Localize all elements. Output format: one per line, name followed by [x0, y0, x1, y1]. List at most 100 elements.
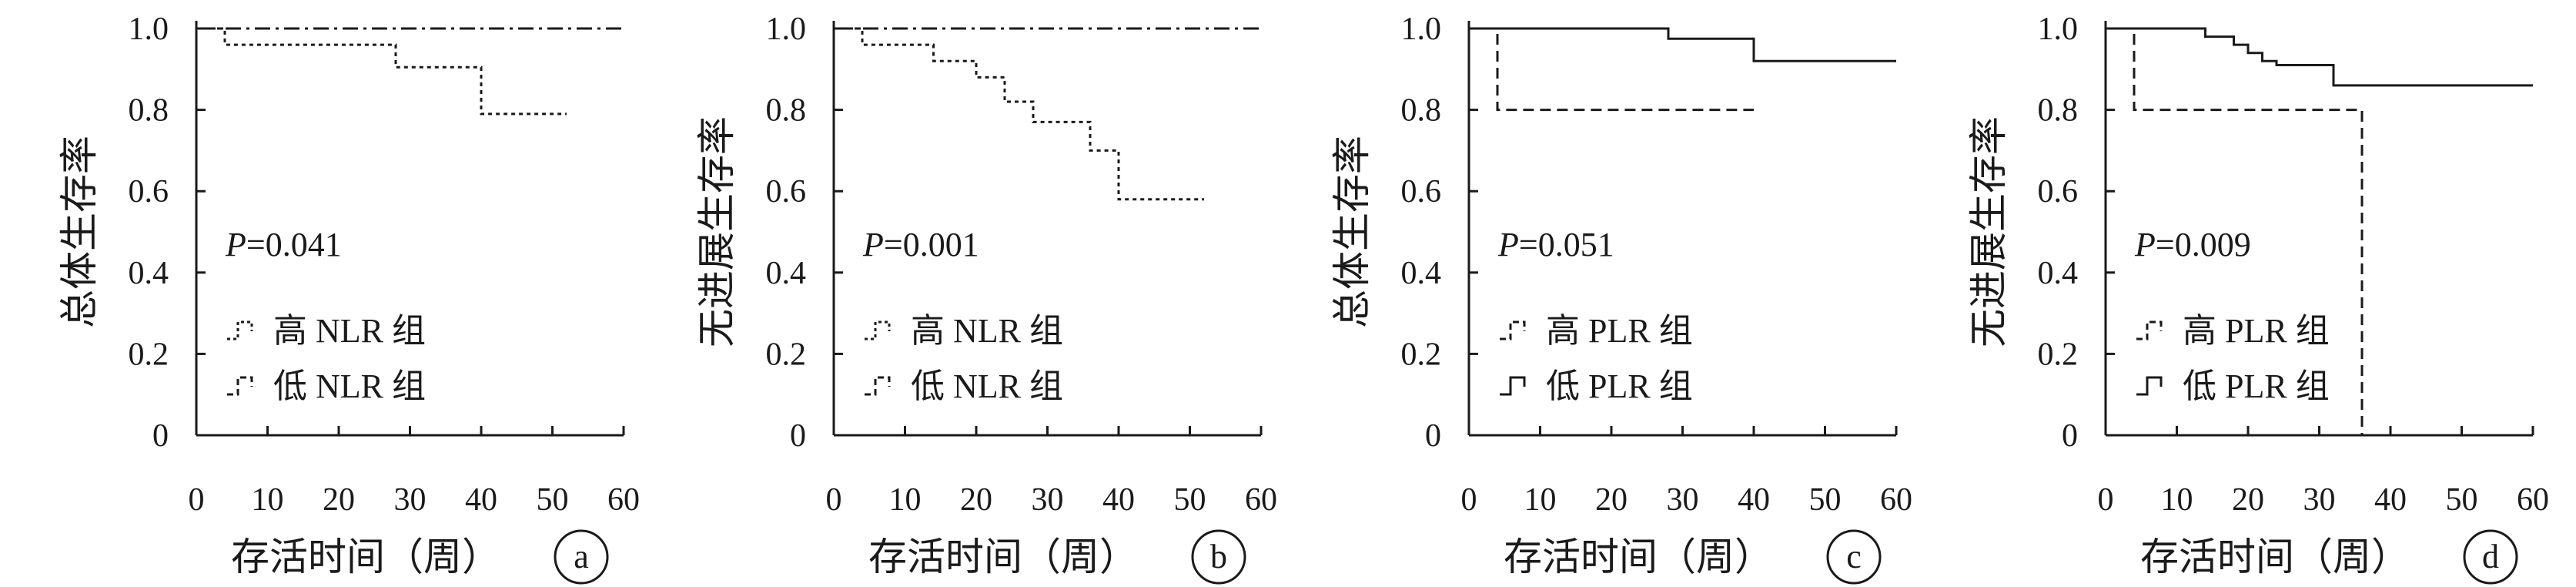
- x-axis-label: 存活时间（周）: [231, 535, 500, 579]
- y-axis-label: 总体生存率: [1330, 136, 1373, 328]
- y-tick-label: 0.6: [2038, 174, 2079, 210]
- x-tick-label: 50: [537, 482, 569, 518]
- p-value: =0.009: [2156, 226, 2251, 263]
- x-tick-label: 60: [607, 482, 640, 518]
- p-value: =0.001: [884, 226, 979, 263]
- panel-label: c: [1846, 538, 1862, 575]
- series-line-high: [1469, 27, 1754, 112]
- x-tick-label: 30: [1032, 482, 1064, 518]
- x-tick-label: 0: [1461, 482, 1477, 518]
- y-tick-label: 0: [2062, 418, 2078, 454]
- x-tick-label: 50: [2446, 482, 2478, 518]
- legend-label: 低 NLR 组: [273, 367, 426, 405]
- x-tick-label: 60: [2517, 482, 2549, 518]
- y-axis-label: 无进展生存率: [1967, 116, 2010, 347]
- x-tick-label: 0: [189, 482, 205, 518]
- panel-label: b: [1210, 538, 1227, 575]
- p-value: =0.041: [246, 226, 342, 263]
- y-tick-label: 0: [152, 418, 169, 454]
- y-tick-label: 0.4: [1401, 256, 1442, 291]
- series-line-low: [2106, 27, 2533, 87]
- x-tick-label: 30: [394, 482, 427, 518]
- p-value-annotation: P=0.051: [1497, 226, 1614, 263]
- legend-symbol: [865, 320, 891, 340]
- panel-label: d: [2482, 538, 2499, 575]
- y-tick-label: 0.8: [766, 93, 807, 129]
- p-symbol: P: [1497, 226, 1519, 263]
- y-axis-label: 无进展生存率: [695, 116, 738, 347]
- legend-symbol: [2136, 320, 2163, 340]
- y-tick-label: 1.0: [2038, 12, 2079, 47]
- x-tick-label: 60: [1880, 482, 1912, 518]
- x-tick-label: 10: [252, 482, 284, 518]
- legend-label: 低 PLR 组: [1546, 367, 1693, 405]
- p-symbol: P: [862, 226, 884, 263]
- x-tick-label: 40: [465, 482, 497, 518]
- p-value-annotation: P=0.009: [2134, 226, 2251, 263]
- x-tick-label: 10: [2161, 482, 2193, 518]
- x-tick-label: 50: [1809, 482, 1842, 518]
- y-tick-label: 0.4: [129, 256, 169, 291]
- p-value: =0.051: [1519, 226, 1614, 263]
- x-tick-label: 30: [2303, 482, 2336, 518]
- panel-label-badge: [1826, 529, 1882, 585]
- panel-label-badge: [1191, 529, 1246, 585]
- x-tick-label: 20: [323, 482, 355, 518]
- legend-label: 高 PLR 组: [1546, 312, 1693, 350]
- y-tick-label: 0.8: [2038, 93, 2079, 129]
- y-tick-label: 0: [790, 418, 806, 454]
- chart-panel-b: 0 0.2 0.4 0.6 0.8 1.0 0 10 20 30 40 50 60 无进展生存率存活时间（…: [695, 12, 1277, 585]
- x-tick-label: 10: [889, 482, 922, 518]
- x-tick-label: 40: [1738, 482, 1770, 518]
- y-tick-label: 0.6: [766, 174, 807, 210]
- x-tick-label: 20: [2232, 482, 2264, 518]
- panel-label: a: [574, 538, 589, 575]
- y-tick-label: 1.0: [129, 12, 169, 47]
- legend-label: 低 PLR 组: [2183, 367, 2330, 405]
- legend-label: 低 NLR 组: [911, 367, 1063, 405]
- chart-panel-d: 0 0.2 0.4 0.6 0.8 1.0 0 10 20 30 40 50 60 无进展生存率存活时间（…: [1967, 12, 2549, 585]
- y-tick-label: 0.6: [129, 174, 169, 210]
- legend-symbol: [2136, 376, 2163, 396]
- x-tick-label: 40: [2374, 482, 2407, 518]
- x-tick-label: 20: [1595, 482, 1628, 518]
- legend-label: 高 NLR 组: [273, 312, 426, 350]
- x-tick-label: 40: [1102, 482, 1135, 518]
- y-tick-label: 0.2: [766, 337, 807, 372]
- y-tick-label: 0.8: [1401, 93, 1442, 129]
- y-tick-label: 0.8: [129, 93, 169, 129]
- x-tick-label: 10: [1524, 482, 1557, 518]
- x-tick-label: 20: [960, 482, 992, 518]
- legend-symbol: [227, 376, 253, 396]
- y-axis-label: 总体生存率: [58, 136, 101, 328]
- x-tick-label: 0: [2098, 482, 2114, 518]
- x-axis-label: 存活时间（周）: [868, 535, 1138, 579]
- p-value-annotation: P=0.041: [225, 226, 342, 263]
- x-tick-label: 50: [1174, 482, 1206, 518]
- y-tick-label: 0.2: [1401, 337, 1442, 372]
- y-tick-label: 0.4: [2038, 256, 2079, 291]
- x-tick-label: 60: [1245, 482, 1277, 518]
- series-line-high: [834, 27, 1204, 201]
- y-tick-label: 1.0: [1401, 12, 1442, 47]
- x-axis-label: 存活时间（周）: [1504, 535, 1773, 579]
- legend-symbol: [1500, 376, 1526, 396]
- p-value-annotation: P=0.001: [862, 226, 979, 263]
- legend-symbol: [227, 320, 253, 340]
- legend-symbol: [865, 376, 891, 396]
- y-tick-label: 0.2: [129, 337, 169, 372]
- x-tick-label: 0: [826, 482, 842, 518]
- p-symbol: P: [225, 226, 246, 263]
- legend-symbol: [1500, 320, 1526, 340]
- y-tick-label: 0.6: [1401, 174, 1442, 210]
- legend-label: 高 PLR 组: [2183, 312, 2330, 350]
- chart-panel-c: 0 0.2 0.4 0.6 0.8 1.0 0 10 20 30 40 50 60 总体生存率存活时间（周…: [1330, 12, 1912, 585]
- series-line-high: [196, 27, 567, 116]
- legend-label: 高 NLR 组: [911, 312, 1063, 350]
- panel-label-badge: [554, 529, 609, 585]
- y-tick-label: 1.0: [766, 12, 807, 47]
- x-axis-label: 存活时间（周）: [2140, 535, 2410, 579]
- chart-panel-a: 0 0.2 0.4 0.6 0.8 1.0 0 10 20 30 40 50 60 总体生存率存活时间（周…: [58, 12, 640, 585]
- panel-label-badge: [2463, 529, 2518, 585]
